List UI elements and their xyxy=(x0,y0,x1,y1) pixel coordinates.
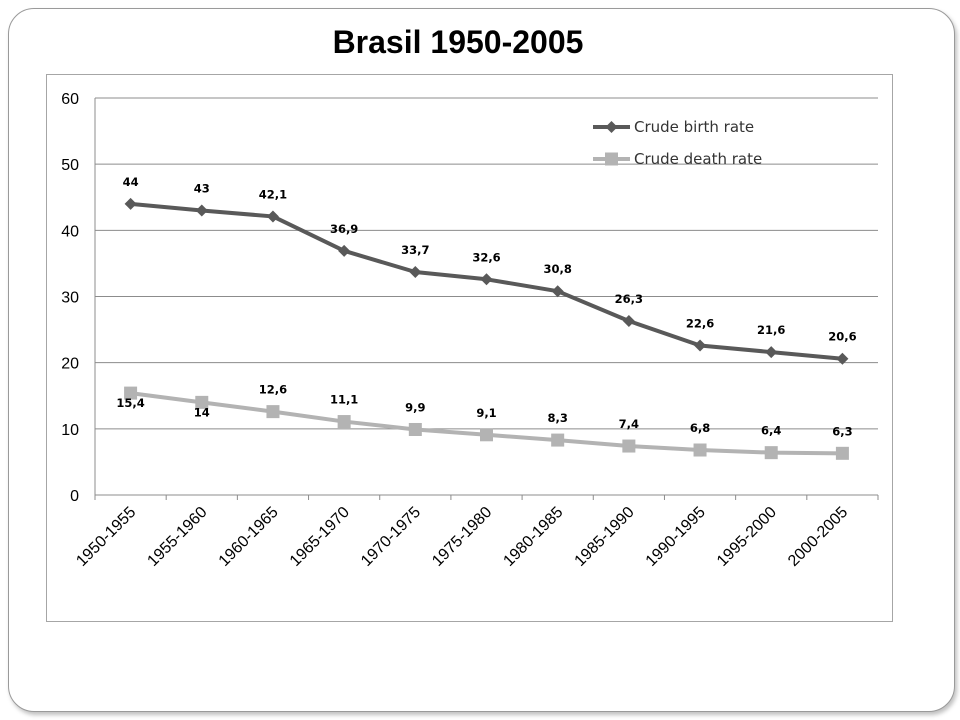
data-point-square xyxy=(764,446,778,460)
data-point-square xyxy=(693,443,707,457)
data-label: 44 xyxy=(123,175,139,189)
y-tick-label: 60 xyxy=(61,91,79,108)
data-point-diamond xyxy=(622,314,635,327)
x-tick-label: 1955-1960 xyxy=(144,504,210,570)
data-point-diamond xyxy=(409,266,422,279)
data-label: 33,7 xyxy=(401,243,429,257)
data-label: 14 xyxy=(194,405,210,419)
data-label: 21,6 xyxy=(757,323,785,337)
data-point-square xyxy=(408,422,422,436)
data-label: 6,3 xyxy=(832,424,852,438)
x-tick-label: 1980-1985 xyxy=(500,504,566,570)
data-point-diamond xyxy=(836,352,849,365)
x-tick-label: 1970-1975 xyxy=(358,504,424,570)
data-label: 9,9 xyxy=(405,400,425,414)
data-point-square xyxy=(195,395,209,409)
y-tick-label: 20 xyxy=(61,356,79,373)
data-point-diamond xyxy=(551,285,564,298)
x-tick-label: 1990-1995 xyxy=(643,504,709,570)
data-label: 42,1 xyxy=(259,187,287,201)
data-label: 6,4 xyxy=(761,424,781,438)
y-tick-label: 0 xyxy=(70,488,79,505)
data-label: 7,4 xyxy=(619,417,639,431)
data-point-diamond xyxy=(765,346,778,359)
page-title: Brasil 1950-2005 xyxy=(332,24,584,60)
data-label: 20,6 xyxy=(828,330,856,344)
data-label: 9,1 xyxy=(476,406,496,420)
y-tick-label: 50 xyxy=(61,157,79,174)
y-tick-label: 40 xyxy=(61,223,79,240)
legend-marker-square xyxy=(605,152,618,166)
data-label: 36,9 xyxy=(330,222,358,236)
x-tick-label: 1985-1990 xyxy=(572,504,638,570)
data-label: 30,8 xyxy=(543,262,571,276)
data-point-square xyxy=(337,415,351,429)
data-label: 6,8 xyxy=(690,421,710,435)
legend-label: Crude death rate xyxy=(634,150,762,168)
x-tick-label: 2000-2005 xyxy=(785,504,851,570)
legend-label: Crude birth rate xyxy=(634,118,754,136)
data-point-diamond xyxy=(338,244,351,257)
data-point-diamond xyxy=(124,197,137,210)
data-label: 12,6 xyxy=(259,383,287,397)
data-label: 22,6 xyxy=(686,316,714,330)
x-tick-label: 1975-1980 xyxy=(429,504,495,570)
data-point-diamond xyxy=(195,204,208,217)
data-point-square xyxy=(551,433,565,447)
data-label: 32,6 xyxy=(472,250,500,264)
data-label: 26,3 xyxy=(615,292,643,306)
x-tick-label: 1950-1955 xyxy=(73,504,139,570)
chart-container xyxy=(46,74,893,622)
legend-marker-diamond xyxy=(605,121,618,133)
data-point-square xyxy=(622,439,636,453)
x-tick-label: 1995-2000 xyxy=(714,504,780,570)
data-point-diamond xyxy=(480,273,493,286)
data-label: 43 xyxy=(194,181,210,195)
data-label: 11,1 xyxy=(330,393,358,407)
data-point-diamond xyxy=(694,339,707,352)
y-tick-label: 10 xyxy=(61,422,79,439)
data-point-square xyxy=(835,446,849,460)
data-label: 15,4 xyxy=(116,396,144,410)
x-tick-label: 1960-1965 xyxy=(216,504,282,570)
data-label: 8,3 xyxy=(547,411,567,425)
series-line xyxy=(128,391,845,456)
data-point-square xyxy=(266,405,280,419)
x-tick-label: 1965-1970 xyxy=(287,504,353,570)
data-point-square xyxy=(480,428,493,442)
data-point-diamond xyxy=(266,210,279,223)
y-tick-label: 30 xyxy=(61,290,79,307)
data-point-square xyxy=(124,386,138,400)
